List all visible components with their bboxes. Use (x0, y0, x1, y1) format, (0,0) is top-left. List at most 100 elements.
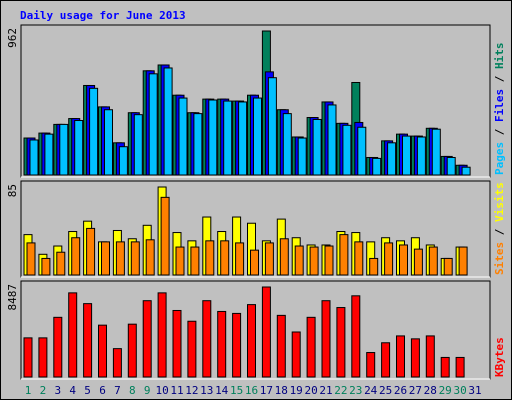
bar (247, 304, 256, 378)
x-tick-label: 13 (200, 384, 213, 397)
x-tick-label: 24 (364, 384, 378, 397)
bar (68, 292, 78, 378)
bar (366, 352, 376, 378)
bar (23, 337, 33, 378)
x-tick-label: 22 (334, 384, 347, 397)
bar (461, 166, 471, 176)
bar (413, 248, 423, 276)
bar (250, 249, 259, 276)
bar (455, 356, 465, 378)
bar (145, 239, 155, 276)
x-tick-label: 10 (155, 384, 168, 397)
x-tick-label: 27 (409, 384, 422, 397)
bar (381, 342, 391, 378)
bar (264, 242, 274, 276)
x-tick-label: 17 (260, 384, 273, 397)
legend: Pages / Files / Hits (493, 43, 506, 176)
x-tick-label: 14 (215, 384, 229, 397)
y-max-label: 8487 (6, 284, 19, 311)
x-tick-label: 21 (319, 384, 332, 397)
bar (193, 113, 203, 176)
x-tick-label: 28 (424, 384, 437, 397)
bar (56, 251, 66, 276)
bar (38, 337, 48, 378)
x-tick-label: 7 (114, 384, 121, 397)
bar (306, 316, 316, 378)
legend: KBytes (493, 337, 506, 377)
legend-separator: / (493, 122, 506, 142)
x-tick-label: 9 (144, 384, 151, 397)
bar (276, 314, 286, 378)
x-tick-label: 20 (304, 384, 317, 397)
bar (101, 241, 110, 276)
legend-entry: Hits (493, 43, 506, 70)
y-max-label: 85 (6, 184, 19, 197)
bar (279, 238, 289, 276)
bar (253, 97, 262, 176)
bar (220, 240, 230, 276)
chart-title: Daily usage for June 2013 (20, 9, 186, 22)
bar (130, 241, 140, 276)
bar (238, 101, 248, 176)
bar (327, 104, 337, 176)
bar (175, 246, 185, 276)
bar (440, 356, 450, 378)
legend-entry: Visits (493, 182, 506, 222)
legend-entry: Sites (493, 242, 506, 275)
bar (309, 246, 319, 276)
legend-entry: Files (493, 89, 506, 122)
legend-separator: / (493, 69, 506, 89)
x-tick-label: 8 (129, 384, 136, 397)
bar (172, 309, 182, 378)
bar (112, 348, 122, 378)
bar (44, 133, 54, 176)
x-tick-label: 29 (439, 384, 452, 397)
bar (351, 295, 361, 378)
bar (163, 67, 173, 176)
legend: Sites / Visits (493, 182, 506, 275)
bar (53, 316, 63, 378)
bar (291, 331, 301, 378)
bar (342, 124, 352, 176)
bar (118, 146, 128, 176)
bar (443, 257, 453, 276)
bar (324, 245, 334, 276)
x-tick-label: 31 (468, 384, 481, 397)
bar (312, 118, 322, 176)
bar (26, 242, 36, 276)
bar (387, 142, 397, 176)
x-tick-label: 19 (290, 384, 303, 397)
bar (59, 123, 69, 176)
bar (160, 196, 170, 276)
x-tick-label: 1 (25, 384, 32, 397)
bar (372, 157, 382, 176)
bar (399, 244, 408, 276)
bar (425, 335, 435, 378)
x-tick-label: 25 (379, 384, 392, 397)
bar (384, 242, 394, 276)
bar (336, 307, 346, 378)
bar (354, 241, 364, 276)
x-tick-label: 15 (230, 384, 243, 397)
bar (115, 241, 125, 276)
bar (142, 300, 152, 378)
bar (190, 246, 200, 276)
bar (223, 100, 233, 176)
bar (357, 126, 367, 176)
x-tick-label: 16 (245, 384, 258, 397)
x-tick-label: 26 (394, 384, 407, 397)
bar (86, 227, 96, 276)
bar (205, 240, 215, 276)
legend-entry: Pages (493, 142, 506, 175)
bar (133, 114, 143, 176)
bar (41, 257, 51, 276)
bar (178, 97, 188, 176)
bar (127, 323, 137, 378)
bar (235, 242, 245, 276)
x-tick-label: 12 (185, 384, 198, 397)
bar (297, 137, 307, 176)
bar (261, 286, 271, 378)
bar (202, 300, 212, 378)
x-tick-label: 11 (170, 384, 183, 397)
